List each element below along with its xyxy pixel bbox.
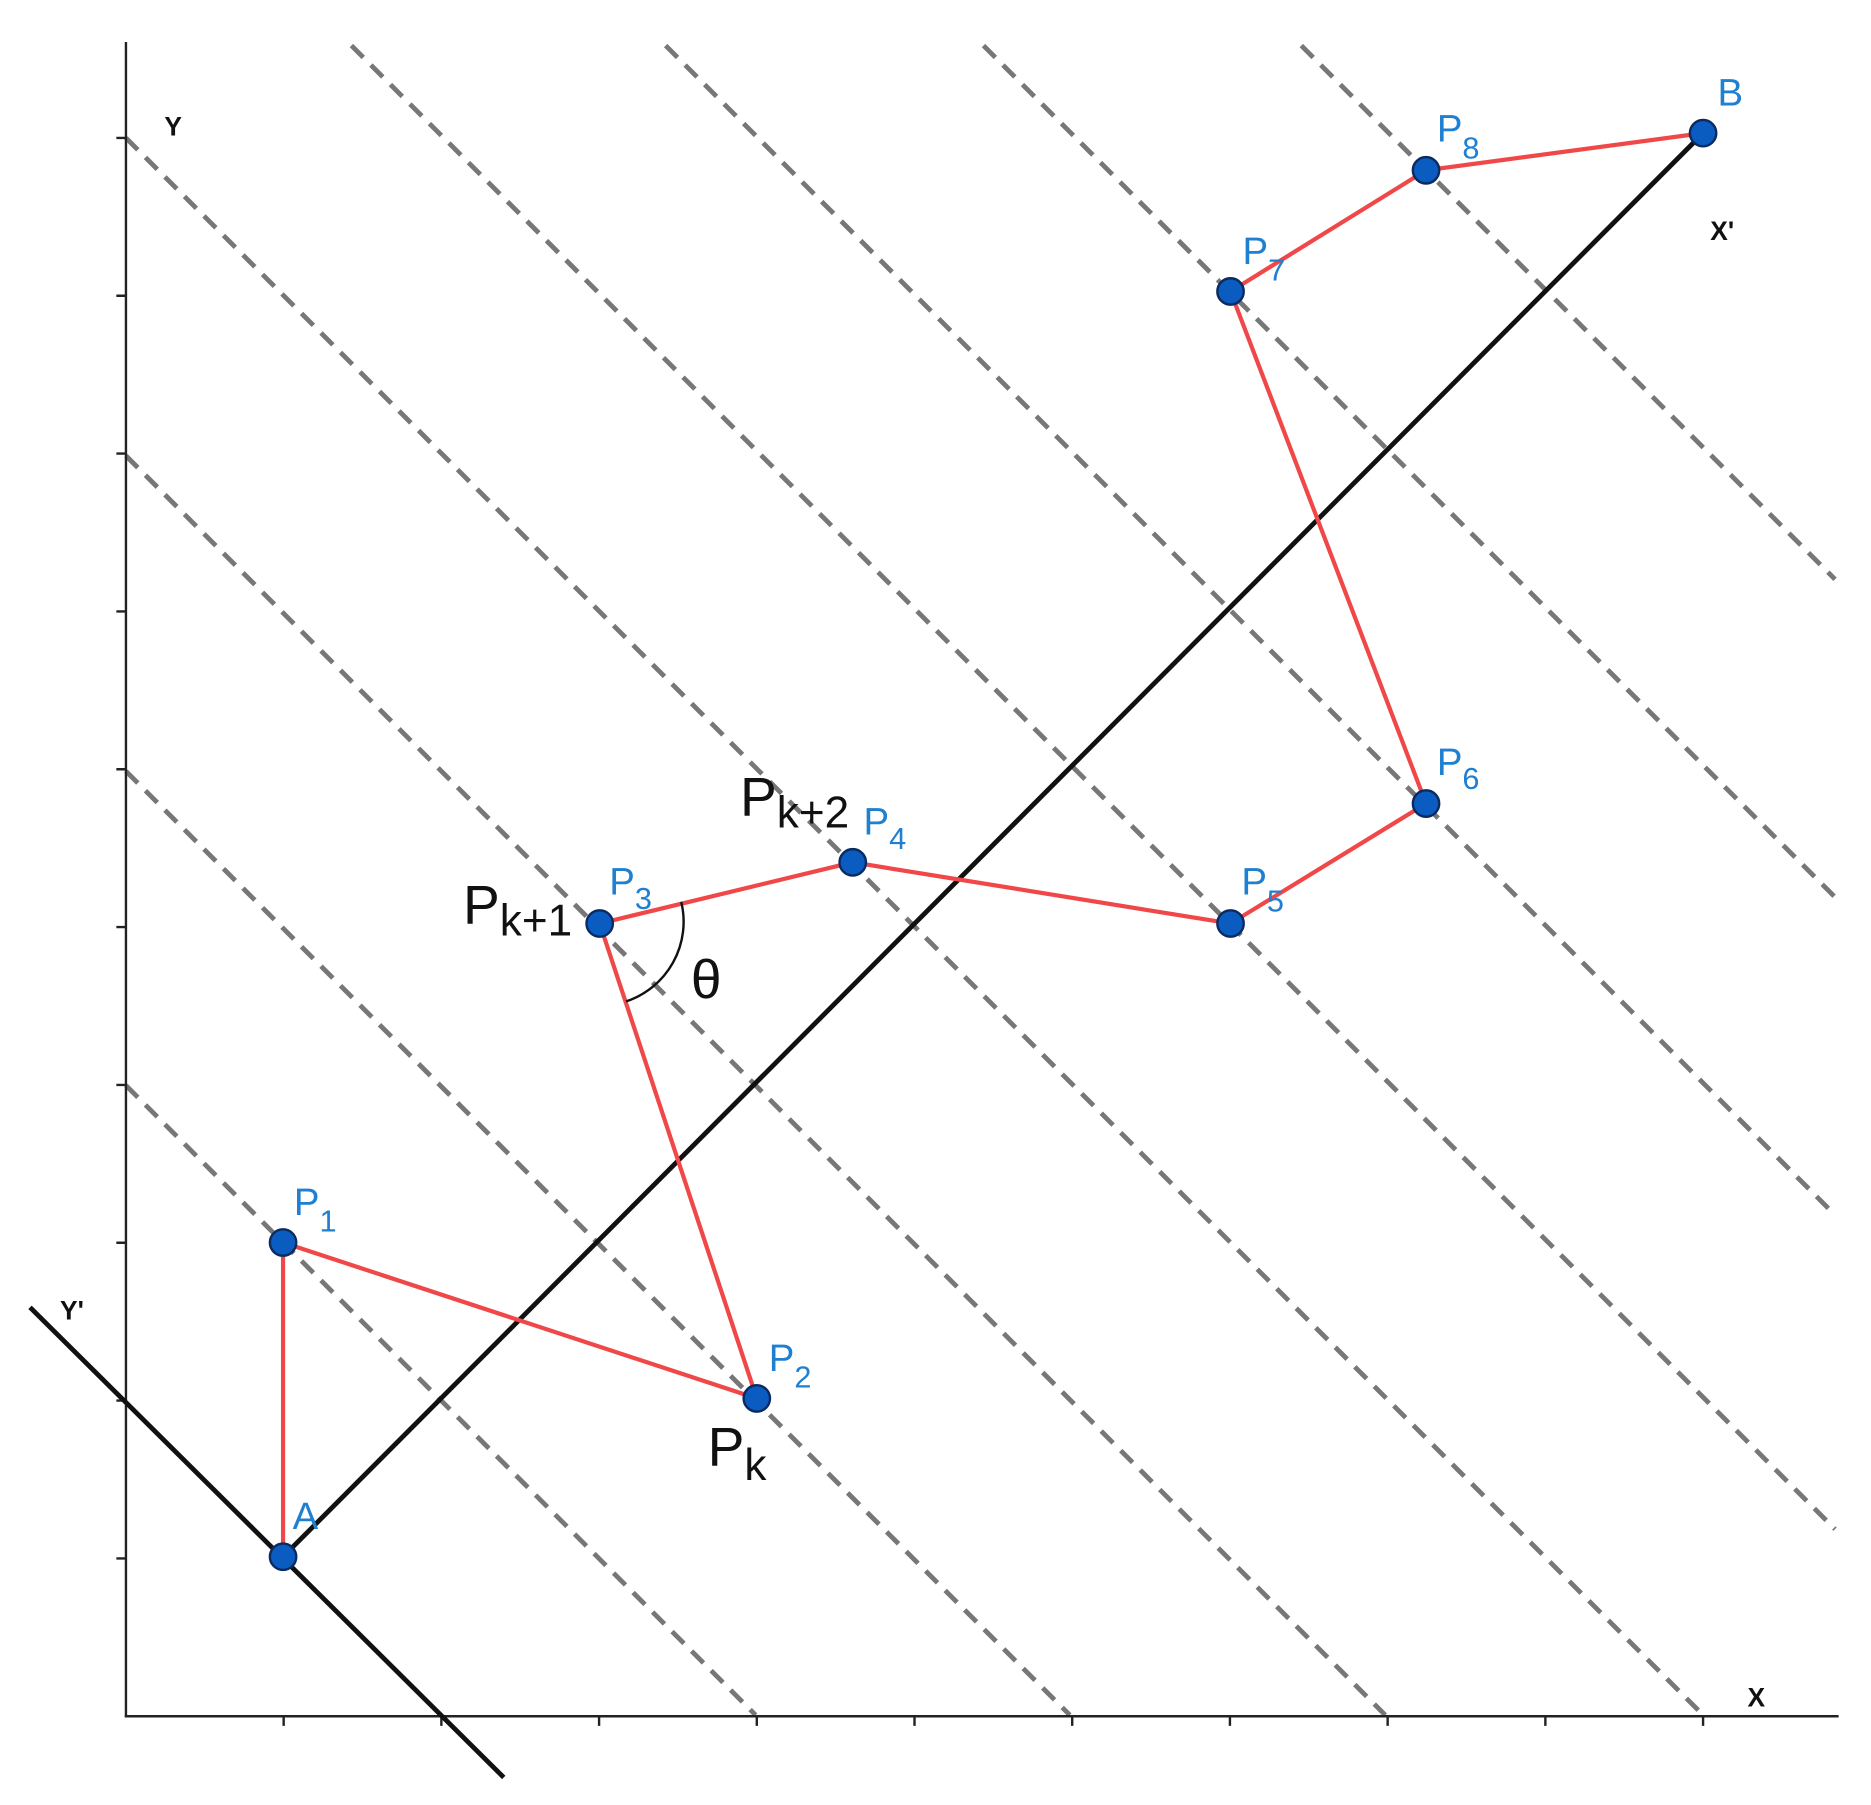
point bbox=[1411, 155, 1441, 185]
point bbox=[1411, 789, 1441, 818]
point-label: P2 bbox=[769, 1337, 812, 1395]
point-label: P5 bbox=[1241, 861, 1284, 919]
point bbox=[1216, 909, 1245, 938]
point-label: P6 bbox=[1437, 741, 1480, 796]
axis-label: X bbox=[1747, 1683, 1765, 1713]
point-label: P4 bbox=[864, 801, 907, 856]
point bbox=[268, 1228, 298, 1257]
axis-label: Y' bbox=[60, 1295, 84, 1325]
y-prime-axis bbox=[28, 1305, 506, 1780]
point-label: P3 bbox=[609, 861, 652, 916]
point bbox=[1688, 118, 1718, 148]
point-label: P1 bbox=[294, 1181, 337, 1239]
point bbox=[742, 1384, 772, 1413]
annotation: Pk+1 bbox=[463, 873, 572, 945]
point-label: P7 bbox=[1243, 230, 1286, 288]
x-prime-axis bbox=[281, 131, 1705, 1559]
point bbox=[838, 847, 868, 877]
annotation: θ bbox=[691, 948, 722, 1010]
point-label: P8 bbox=[1437, 108, 1480, 166]
angle-arc bbox=[625, 901, 685, 1003]
annotation: Pk+2 bbox=[740, 766, 849, 838]
path bbox=[280, 131, 1704, 1557]
annotation: Pk bbox=[708, 1416, 768, 1490]
point bbox=[268, 1542, 298, 1572]
point-label: B bbox=[1717, 72, 1743, 115]
point bbox=[585, 909, 615, 938]
point-label: A bbox=[293, 1495, 319, 1538]
point bbox=[1216, 277, 1245, 306]
axis-label: X' bbox=[1710, 216, 1734, 246]
axes bbox=[116, 41, 1839, 1726]
axis-label: Y bbox=[164, 112, 182, 142]
dashed-lines bbox=[124, 43, 1837, 1717]
points bbox=[268, 118, 1718, 1572]
